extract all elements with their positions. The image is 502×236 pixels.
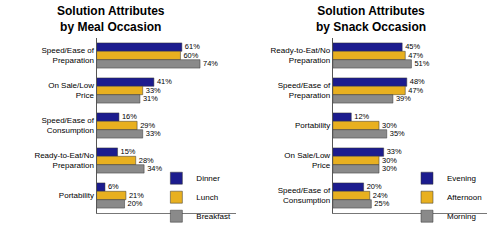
svg-text:Solution Attributesby Snack Oc: Solution Attributesby Snack Occasion [316, 4, 426, 34]
svg-text:12%: 12% [354, 112, 369, 121]
svg-text:On Sale/LowPrice: On Sale/LowPrice [284, 151, 330, 170]
svg-text:Morning: Morning [447, 212, 476, 221]
svg-text:20%: 20% [367, 182, 382, 191]
svg-text:30%: 30% [382, 164, 397, 173]
svg-text:6%: 6% [108, 182, 119, 191]
svg-text:Afternoon: Afternoon [447, 193, 482, 202]
svg-text:21%: 21% [129, 191, 144, 200]
svg-text:30%: 30% [382, 121, 397, 130]
svg-text:45%: 45% [405, 42, 420, 51]
svg-text:35%: 35% [390, 129, 405, 138]
svg-text:51%: 51% [414, 59, 429, 68]
svg-text:Evening: Evening [447, 174, 476, 183]
svg-text:15%: 15% [121, 147, 136, 156]
svg-text:74%: 74% [203, 59, 218, 68]
svg-text:On Sale/LowPrice: On Sale/LowPrice [48, 81, 94, 100]
svg-text:33%: 33% [387, 147, 402, 156]
svg-text:Dinner: Dinner [196, 174, 220, 183]
svg-text:Lunch: Lunch [196, 193, 218, 202]
svg-text:Speed/Ease ofConsumption: Speed/Ease ofConsumption [41, 116, 94, 135]
svg-text:48%: 48% [410, 77, 425, 86]
svg-text:Speed/Ease ofConsumption: Speed/Ease ofConsumption [278, 186, 331, 205]
svg-text:24%: 24% [373, 191, 388, 200]
svg-text:39%: 39% [396, 94, 411, 103]
svg-text:20%: 20% [128, 199, 143, 208]
svg-text:Speed/Ease ofPreparation: Speed/Ease ofPreparation [41, 46, 94, 65]
svg-text:47%: 47% [408, 51, 423, 60]
svg-text:28%: 28% [139, 156, 154, 165]
svg-text:47%: 47% [408, 86, 423, 95]
svg-text:34%: 34% [147, 164, 162, 173]
svg-text:Portability: Portability [295, 121, 330, 130]
svg-text:Breakfast: Breakfast [196, 212, 231, 221]
svg-text:16%: 16% [122, 112, 137, 121]
svg-text:30%: 30% [382, 156, 397, 165]
svg-text:61%: 61% [185, 42, 200, 51]
svg-text:Solution Attributesby Meal Occ: Solution Attributesby Meal Occasion [57, 4, 165, 34]
svg-text:29%: 29% [140, 121, 155, 130]
svg-text:25%: 25% [374, 199, 389, 208]
svg-text:33%: 33% [146, 86, 161, 95]
svg-text:60%: 60% [183, 51, 198, 60]
svg-text:41%: 41% [157, 77, 172, 86]
svg-text:31%: 31% [143, 94, 158, 103]
svg-text:Portability: Portability [59, 191, 94, 200]
svg-text:Ready-to-Eat/NoPreparation: Ready-to-Eat/NoPreparation [34, 151, 94, 170]
svg-text:Speed/Ease ofPreparation: Speed/Ease ofPreparation [278, 81, 331, 100]
svg-text:Ready-to-Eat/NoPreparation: Ready-to-Eat/NoPreparation [271, 46, 331, 65]
svg-text:33%: 33% [146, 129, 161, 138]
